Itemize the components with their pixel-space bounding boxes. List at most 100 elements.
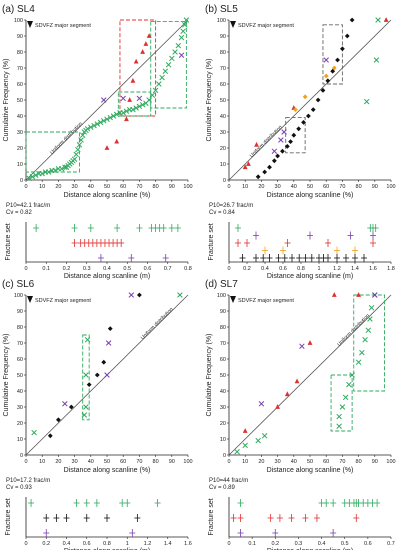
point-stroke bbox=[359, 349, 365, 356]
y-tick-label: 40 bbox=[220, 389, 226, 395]
y-tick-label: 50 bbox=[220, 98, 226, 104]
point-x bbox=[75, 146, 81, 153]
y-tick-label: 40 bbox=[17, 114, 23, 120]
point-diamond bbox=[137, 292, 142, 298]
point-x bbox=[242, 442, 248, 449]
point-diamond bbox=[107, 326, 113, 331]
hist-x-tick-label: 0.8 bbox=[103, 541, 111, 547]
segment-label: SDVFZ major segment bbox=[238, 23, 294, 29]
x-tick-label: 60 bbox=[120, 459, 126, 465]
point-stroke bbox=[278, 137, 284, 143]
point-stroke bbox=[79, 132, 86, 138]
point-stroke bbox=[373, 57, 380, 63]
point-triangle bbox=[127, 97, 133, 102]
point-x bbox=[83, 372, 89, 378]
point-triangle bbox=[130, 77, 136, 83]
point-stroke bbox=[162, 68, 169, 74]
point-x bbox=[336, 423, 342, 429]
x-tick-label: 0 bbox=[24, 184, 27, 190]
highlight-box bbox=[322, 24, 343, 85]
point-stroke bbox=[178, 34, 185, 41]
point-x bbox=[178, 34, 185, 41]
y-tick-label: 80 bbox=[17, 50, 23, 56]
series-green bbox=[363, 17, 381, 105]
point-x bbox=[62, 164, 68, 170]
x-tick-label: 90 bbox=[169, 459, 175, 465]
point-stroke bbox=[234, 449, 240, 455]
hist-row-red bbox=[235, 239, 376, 247]
point-triangle bbox=[284, 391, 290, 397]
y-tick-label: 30 bbox=[220, 405, 226, 411]
point-x bbox=[105, 340, 112, 346]
point-x bbox=[339, 404, 346, 410]
highlight-box bbox=[117, 91, 152, 117]
point-x bbox=[149, 92, 156, 98]
x-tick-label: 10 bbox=[39, 459, 45, 465]
series-orange bbox=[293, 65, 337, 112]
point-x bbox=[130, 106, 136, 113]
point-x bbox=[271, 148, 278, 154]
segment-arrow-icon bbox=[27, 21, 33, 28]
point-diamond bbox=[47, 433, 53, 439]
x-tick-label: 60 bbox=[120, 184, 126, 190]
point-stroke bbox=[107, 114, 113, 121]
point-diamond bbox=[302, 94, 308, 100]
hist-x-tick-label: 0 bbox=[24, 541, 27, 547]
point-x bbox=[159, 74, 165, 81]
x-tick-label: 10 bbox=[242, 184, 248, 190]
point-diamond bbox=[331, 65, 337, 71]
point-x bbox=[175, 42, 182, 49]
x-axis-label: Distance along scanline (%) bbox=[64, 192, 151, 199]
y-tick-label: 60 bbox=[220, 82, 226, 88]
point-stroke bbox=[104, 372, 110, 378]
point-diamond bbox=[271, 158, 277, 164]
hist-x-tick-label: 1 bbox=[317, 266, 320, 272]
x-tick-label: 40 bbox=[88, 459, 94, 465]
point-x bbox=[78, 137, 84, 143]
x-tick-label: 50 bbox=[104, 459, 110, 465]
hist-row-purple bbox=[253, 231, 376, 240]
point-stroke bbox=[139, 102, 146, 108]
point-stroke bbox=[271, 148, 278, 154]
highlight-box bbox=[150, 21, 187, 109]
point-stroke bbox=[149, 92, 156, 98]
point-x bbox=[39, 170, 45, 177]
point-stroke bbox=[97, 119, 104, 126]
y-tick-label: 100 bbox=[217, 18, 226, 24]
point-x bbox=[368, 305, 375, 311]
point-x bbox=[372, 292, 378, 298]
x-tick-label: 80 bbox=[153, 184, 159, 190]
y-tick-label: 70 bbox=[17, 66, 23, 72]
y-tick-label: 0 bbox=[223, 178, 226, 184]
hist-x-tick-label: 0 bbox=[227, 266, 230, 272]
point-x bbox=[359, 349, 365, 356]
uniform-line bbox=[25, 19, 189, 181]
x-tick-label: 100 bbox=[183, 184, 192, 190]
point-stroke bbox=[120, 95, 126, 102]
series-black bbox=[47, 292, 142, 439]
hist-row-red bbox=[71, 239, 125, 247]
point-stroke bbox=[136, 95, 143, 102]
point-triangle bbox=[331, 292, 337, 297]
x-tick-label: 50 bbox=[307, 184, 313, 190]
y-axis-label: Cumulative Frequency (%) bbox=[3, 334, 10, 417]
point-diamond bbox=[323, 73, 329, 79]
y-tick-label: 100 bbox=[217, 293, 226, 299]
point-triangle bbox=[294, 378, 300, 384]
y-tick-label: 10 bbox=[220, 437, 226, 443]
point-x bbox=[83, 404, 89, 410]
point-stroke bbox=[175, 42, 182, 49]
panel-title: (b) SL5 bbox=[205, 4, 238, 15]
point-stroke bbox=[104, 116, 110, 122]
x-tick-label: 80 bbox=[356, 184, 362, 190]
point-x bbox=[362, 337, 368, 343]
point-stroke bbox=[75, 146, 81, 153]
hist-row-black bbox=[43, 514, 141, 522]
cv-text: Cv = 0.82 bbox=[6, 210, 33, 216]
hist-x-tick-label: 0.7 bbox=[164, 266, 172, 272]
y-tick-label: 10 bbox=[17, 437, 23, 443]
point-diamond bbox=[349, 17, 355, 23]
hist-row-black bbox=[239, 254, 367, 262]
hist-y-axis-label: Fracture set bbox=[5, 223, 12, 260]
segment-label: SDVFZ major segment bbox=[238, 298, 294, 304]
